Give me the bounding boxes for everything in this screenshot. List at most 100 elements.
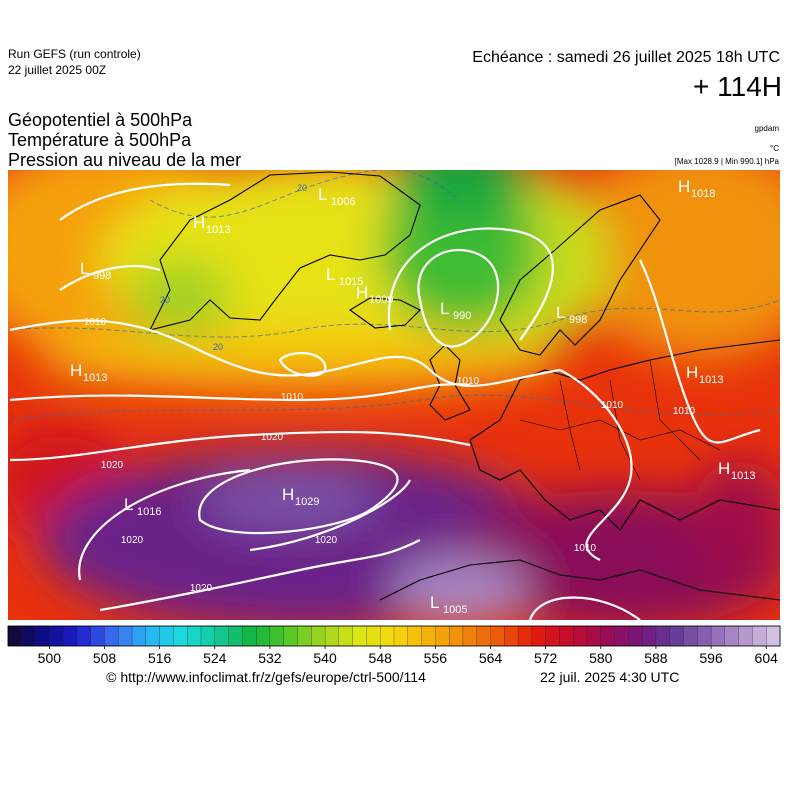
unit-label: °C <box>770 144 779 153</box>
field-blob <box>40 330 560 390</box>
isobar-label: 1020 <box>121 535 144 546</box>
source-url: © http://www.infoclimat.fr/z/gefs/europe… <box>106 669 426 685</box>
colorbar-cell <box>724 625 740 647</box>
colorbar-cell <box>683 625 698 647</box>
colorbar-cell <box>324 625 340 647</box>
colorbar-tick-label: 580 <box>589 650 613 666</box>
colorbar-tick-label: 596 <box>699 650 723 666</box>
colorbar-tick-label: 548 <box>369 650 393 666</box>
colorbar-cell <box>159 625 174 647</box>
center-letter: H <box>193 213 205 232</box>
colorbar-cell <box>393 625 409 647</box>
colorbar-tick-label: 500 <box>38 650 62 666</box>
isobar <box>99 539 421 612</box>
colorbar-cell <box>283 625 298 647</box>
colorbar-tick-label: 604 <box>755 650 779 666</box>
center-letter: H <box>282 485 294 504</box>
colorbar-cell <box>655 625 671 647</box>
center-letter: L <box>556 303 565 322</box>
center-letter: H <box>356 283 368 302</box>
isobar-label: 1010 <box>457 376 480 387</box>
colorbar-cell <box>752 625 767 647</box>
isobar <box>198 458 399 535</box>
temperature-contour <box>149 170 461 218</box>
colorbar-cell <box>338 625 354 647</box>
isobar-label: 1010 <box>84 317 107 328</box>
unit-label: gpdam <box>755 124 780 133</box>
run-name: Run GEFS (run controle) <box>8 47 141 61</box>
colorbar-cell <box>531 625 547 647</box>
colorbar-cell <box>173 625 188 647</box>
isobar-label: 1010 <box>601 400 624 411</box>
temperature-label: 20 <box>213 342 223 352</box>
center-letter: H <box>686 363 698 382</box>
run-date: 22 juillet 2025 00Z <box>8 63 106 77</box>
colorbar-cell <box>407 625 423 647</box>
center-letter: L <box>326 265 335 284</box>
center-value: 1013 <box>731 470 755 482</box>
center-letter: L <box>430 593 439 612</box>
coastline <box>379 559 780 601</box>
colorbar-cell <box>7 625 23 647</box>
field-title: Géopotentiel à 500hPa <box>8 110 193 130</box>
field-blob <box>390 170 530 220</box>
colorbar-cell <box>35 625 50 647</box>
center-value: 1018 <box>691 188 715 200</box>
coastline <box>469 339 780 441</box>
colorbar-cell <box>200 625 216 647</box>
field-title: Pression au niveau de la mer <box>8 150 241 170</box>
center-value: 1013 <box>83 372 107 384</box>
colorbar-cell <box>366 625 381 647</box>
valid-time: Echéance : samedi 26 juillet 2025 18h UT… <box>472 49 780 66</box>
isobar-label: 1020 <box>315 535 338 546</box>
center-value: 1006 <box>331 196 355 208</box>
isobar <box>9 383 471 402</box>
center-letter: H <box>718 459 730 478</box>
colorbar-cell <box>697 625 712 647</box>
center-letter: H <box>678 177 690 196</box>
colorbar-tick-label: 532 <box>258 650 282 666</box>
coastline <box>429 344 471 421</box>
colorbar-cell <box>766 625 781 647</box>
colorbar-frame <box>7 625 781 647</box>
colorbar-cell <box>380 625 395 647</box>
isobar <box>528 596 641 620</box>
colorbar-tick-label: 524 <box>203 650 227 666</box>
field-blob <box>390 555 530 620</box>
coastline <box>148 171 421 331</box>
colorbar-cell <box>228 625 243 647</box>
isobar <box>59 182 231 291</box>
field-blob <box>200 470 380 530</box>
center-value: 990 <box>453 310 471 322</box>
colorbar-cell <box>504 625 519 647</box>
colorbar-cell <box>255 625 271 647</box>
colorbar-cell <box>242 625 257 647</box>
pressure-range: [Max 1028.9 | Min 990.1] hPa <box>675 157 780 166</box>
center-value: 998 <box>569 314 587 326</box>
colorbar-tick-label: 556 <box>424 650 448 666</box>
isobar-label: 1020 <box>261 432 284 443</box>
isobar <box>278 352 327 377</box>
temperature-label: 20 <box>297 183 307 193</box>
colorbar-cell <box>517 625 533 647</box>
isobar-label: 1020 <box>101 460 124 471</box>
center-letter: L <box>80 259 89 278</box>
center-letter: L <box>124 495 133 514</box>
field-title: Température à 500hPa <box>8 130 192 150</box>
colorbar-cell <box>614 625 629 647</box>
isobar <box>559 369 633 561</box>
center-value: 1005 <box>443 604 467 616</box>
colorbar-cell <box>448 625 464 647</box>
center-letter: L <box>318 185 327 204</box>
colorbar-cell <box>435 625 450 647</box>
isobar <box>417 249 500 348</box>
colorbar-tick-label: 564 <box>479 650 503 666</box>
colorbar-cell <box>738 625 753 647</box>
isobar-label: 1020 <box>190 583 213 594</box>
coastline <box>499 194 661 356</box>
colorbar-cell <box>710 625 726 647</box>
center-letter: L <box>440 299 449 318</box>
colorbar-cell <box>297 625 312 647</box>
